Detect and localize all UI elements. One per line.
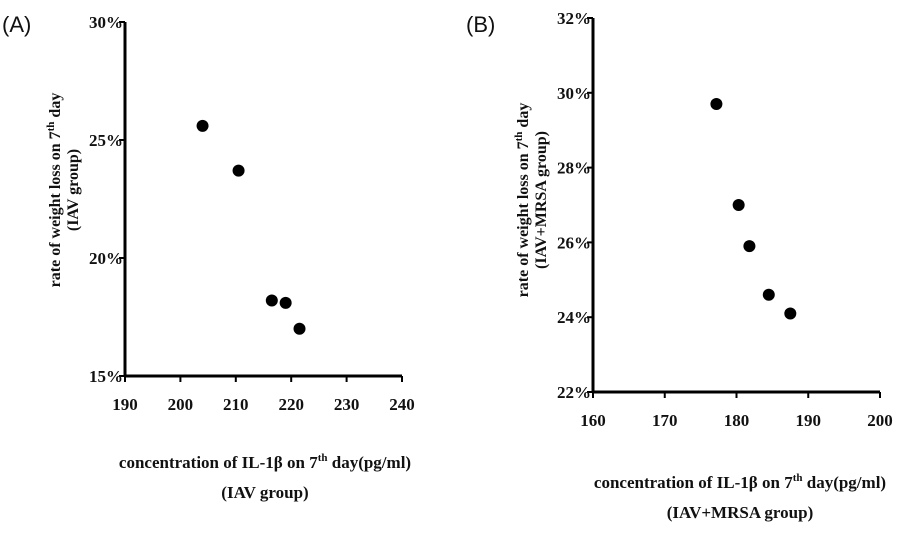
y-tick-label-b: 24% [557, 308, 591, 327]
y-tick-label-a: 25% [89, 131, 123, 150]
data-point-a-2 [232, 164, 245, 177]
x-tick-label-a: 220 [278, 395, 304, 414]
axes-b: 160 170 180 190 200 22% 24% 26% 28% 30% 32% [557, 9, 893, 430]
data-point-b-1 [710, 98, 723, 111]
y-tick-label-a: 30% [89, 13, 123, 32]
y-tick-label-a: 20% [89, 249, 123, 268]
x-tick-label-a: 240 [389, 395, 415, 414]
x-axis-label-a-line2: (IAV group) [221, 483, 308, 502]
y-tick-label-b: 26% [557, 233, 591, 252]
x-tick-label-b: 190 [796, 411, 822, 430]
data-point-a-3 [265, 294, 278, 307]
y-axis-label-a: rate of weight loss on 7th day (IAV grou… [45, 93, 82, 288]
y-tick-label-a: 15% [89, 367, 123, 386]
y-tick-label-b: 28% [557, 159, 591, 178]
data-point-a-1 [196, 119, 209, 132]
y-tick-label-b: 22% [557, 383, 591, 402]
x-tick-label-b: 200 [867, 411, 893, 430]
x-tick-label-a: 230 [334, 395, 360, 414]
data-point-b-2 [732, 199, 745, 211]
x-tick-label-b: 160 [580, 411, 606, 430]
y-axis-label-b-line2: (IAV+MRSA group) [533, 131, 550, 269]
x-tick-label-b: 170 [652, 411, 678, 430]
x-tick-label-a: 210 [223, 395, 249, 414]
x-tick-label-a: 200 [168, 395, 194, 414]
points-a [196, 119, 306, 335]
data-point-b-3 [743, 240, 756, 253]
panel-b: (B) 160 170 180 190 200 22% 24% 26% 28% 30% 32% ra… [466, 9, 893, 522]
x-axis-label-a: concentration of IL-1β on 7th day(pg/ml)… [119, 452, 411, 502]
x-axis-label-b-line1: concentration of IL-1β on 7th day(pg/ml) [594, 472, 886, 492]
panel-label-a: (A) [2, 12, 31, 37]
x-tick-label-b: 180 [724, 411, 750, 430]
y-tick-label-b: 30% [557, 84, 591, 103]
y-axis-label-a-line2: (IAV group) [65, 149, 82, 231]
x-axis-label-a-line1: concentration of IL-1β on 7th day(pg/ml) [119, 452, 411, 472]
panel-a: (A) 190 200 210 220 230 240 15% 20% 25% 30% rate … [2, 12, 415, 502]
data-point-a-5 [293, 322, 306, 335]
y-axis-label-b-line1: rate of weight loss on 7th day [513, 103, 532, 298]
y-axis-label-b: rate of weight loss on 7th day (IAV+MRSA… [513, 103, 550, 298]
points-b [710, 98, 797, 320]
y-tick-label-b: 32% [557, 9, 591, 28]
x-tick-label-a: 190 [112, 395, 138, 414]
x-axis-label-b: concentration of IL-1β on 7th day(pg/ml)… [594, 472, 886, 522]
y-axis-label-a-line1: rate of weight loss on 7th day [45, 93, 64, 288]
data-point-b-4 [762, 288, 775, 301]
axes-a: 190 200 210 220 230 240 15% 20% 25% 30% [89, 13, 415, 414]
data-point-b-5 [784, 307, 797, 320]
x-axis-label-b-line2: (IAV+MRSA group) [667, 503, 814, 522]
panel-label-b: (B) [466, 12, 495, 37]
data-point-a-4 [279, 296, 292, 309]
